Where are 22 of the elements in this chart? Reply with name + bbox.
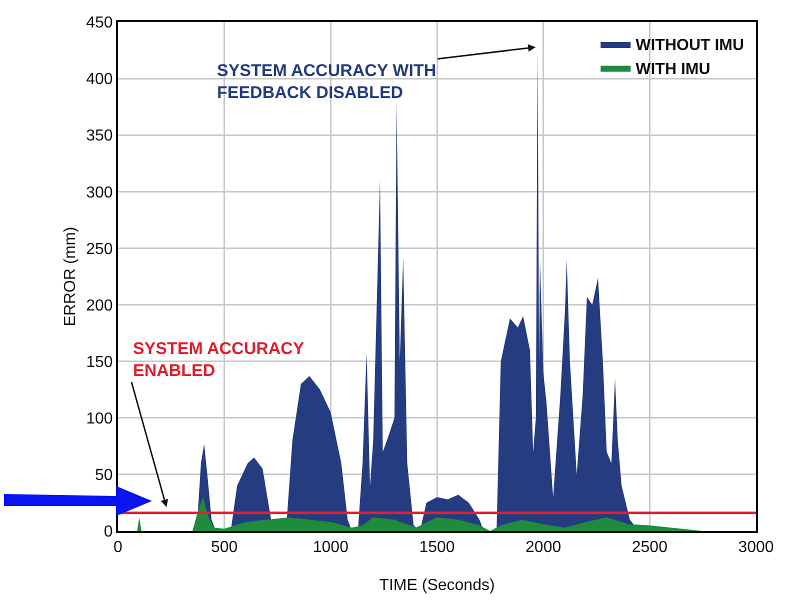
y-tick-label: 300	[86, 184, 113, 202]
y-tick-label: 400	[86, 71, 113, 88]
x-axis-title: TIME (Seconds)	[379, 577, 495, 594]
y-tick-label: 350	[86, 128, 113, 145]
legend-label: WITH IMU	[636, 61, 710, 78]
y-axis-title: ERROR (mm)	[62, 226, 79, 326]
y-tick-label: 50	[95, 467, 113, 484]
y-tick-label: 200	[86, 297, 113, 314]
x-tick-label: 1000	[312, 539, 349, 556]
x-tick-label: 3000	[738, 539, 774, 556]
y-tick-label: 250	[86, 240, 113, 258]
y-tick-label: 0	[104, 524, 113, 541]
x-tick-label: 2500	[632, 539, 668, 556]
x-tick-label: 2000	[526, 539, 562, 556]
x-tick-label: 1500	[419, 539, 455, 556]
x-tick-label: 500	[210, 539, 238, 556]
y-tick-label: 450	[86, 14, 113, 32]
annotation: SYSTEM ACCURACY ENABLED	[133, 339, 305, 380]
y-tick-label: 150	[86, 354, 113, 371]
y-tick-label: 100	[86, 410, 113, 428]
legend-label: WITHOUT IMU	[636, 37, 744, 54]
annotation: SYSTEM ACCURACY WITH FEEDBACK DISABLED	[217, 61, 436, 102]
